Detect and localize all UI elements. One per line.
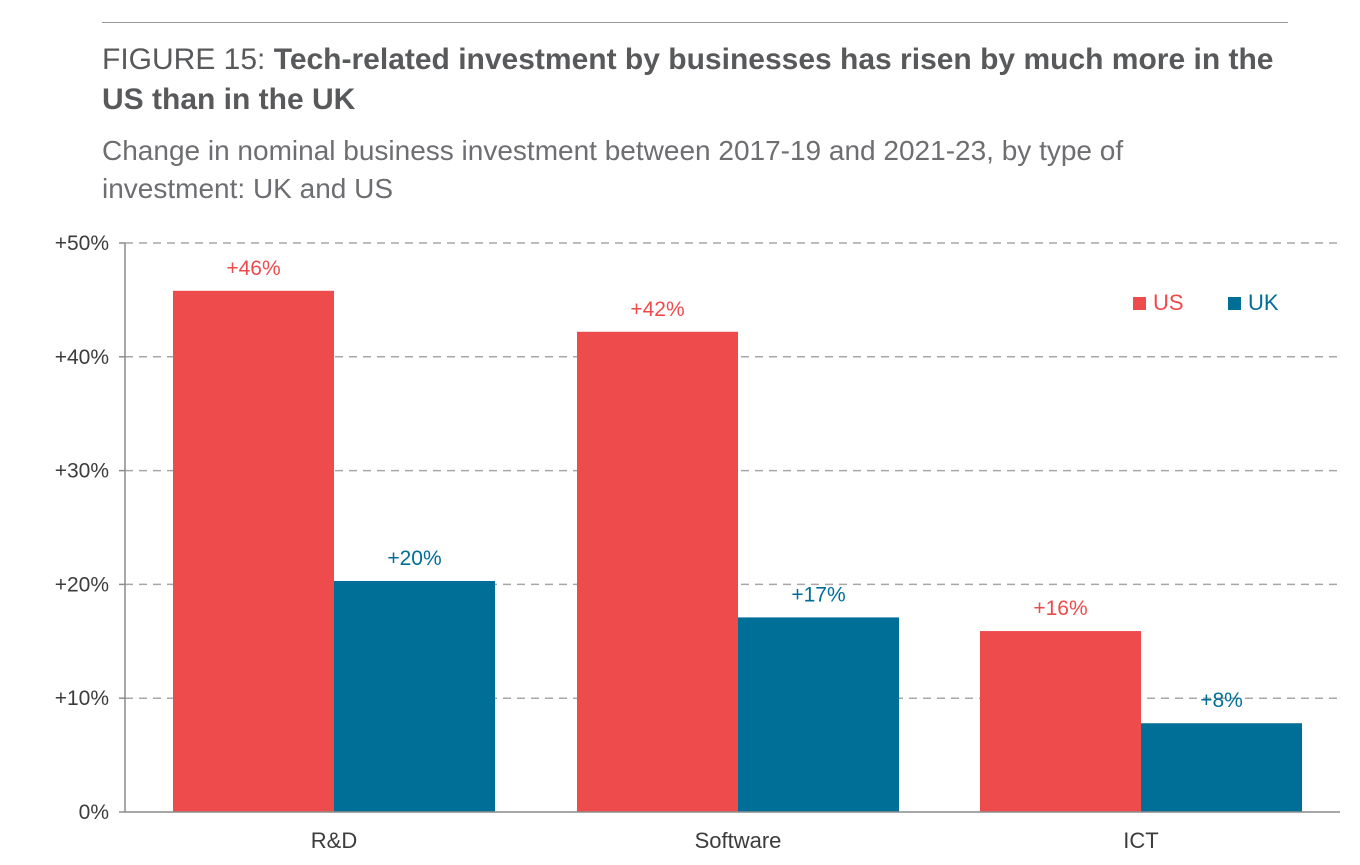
data-label: +16%: [1033, 597, 1087, 620]
top-rule: [102, 22, 1288, 23]
x-category-label: ICT: [1123, 828, 1158, 853]
bar-us-rd: [173, 290, 334, 812]
legend-label-uk: UK: [1248, 290, 1279, 315]
bar-us-ict: [980, 631, 1141, 812]
y-tick-label: 0%: [79, 801, 109, 824]
y-tick-label: +40%: [55, 346, 109, 369]
data-label: +46%: [226, 257, 280, 280]
bar-uk-software: [738, 617, 899, 812]
figure-title: Tech-related investment by businesses ha…: [102, 43, 1274, 116]
data-label: +42%: [630, 298, 684, 321]
legend-swatch-uk: [1228, 297, 1241, 310]
x-category-label: R&D: [311, 828, 357, 853]
bar-us-software: [577, 331, 738, 812]
legend-swatch-us: [1133, 297, 1146, 310]
chart-subtitle: Change in nominal business investment be…: [102, 135, 1124, 204]
figure-label: FIGURE 15:: [102, 43, 266, 76]
data-label: +8%: [1200, 689, 1243, 712]
y-tick-label: +10%: [55, 687, 109, 710]
y-tick-label: +50%: [55, 232, 109, 255]
y-tick-label: +20%: [55, 573, 109, 596]
data-label: +17%: [791, 583, 845, 606]
chart-title: FIGURE 15: Tech-related investment by bu…: [102, 40, 1312, 120]
legend-label-us: US: [1153, 290, 1184, 315]
bar-uk-rd: [334, 580, 495, 812]
bar-uk-ict: [1141, 723, 1302, 812]
y-tick-label: +30%: [55, 460, 109, 483]
x-category-label: Software: [695, 828, 782, 853]
data-label: +20%: [387, 547, 441, 570]
